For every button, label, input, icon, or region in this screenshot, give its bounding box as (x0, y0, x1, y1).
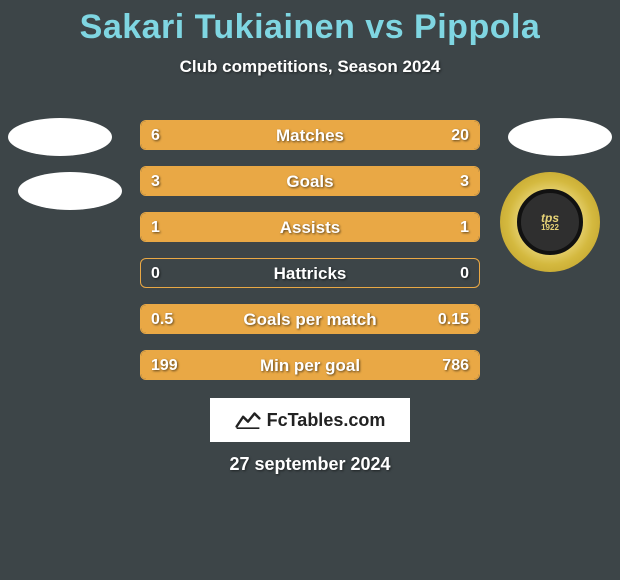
stat-value-right: 3 (460, 167, 469, 196)
stats-container: 6Matches20 3Goals3 1Assists1 0Hattricks0 0.5… (140, 120, 480, 396)
stat-row: 199Min per goal786 (140, 350, 480, 380)
footer-brand-text: FcTables.com (267, 410, 386, 431)
stat-label: Assists (141, 213, 479, 242)
stat-value-right: 1 (460, 213, 469, 242)
stat-row: 3Goals3 (140, 166, 480, 196)
stat-row: 1Assists1 (140, 212, 480, 242)
stat-row: 0Hattricks0 (140, 258, 480, 288)
stat-label: Goals per match (141, 305, 479, 334)
team-right-badge-inner: tps 1922 (517, 189, 583, 255)
stat-row: 0.5Goals per match0.15 (140, 304, 480, 334)
player-left-avatar-placeholder (8, 118, 112, 156)
chart-icon (235, 409, 261, 431)
stat-label: Min per goal (141, 351, 479, 380)
player-right-avatar-placeholder (508, 118, 612, 156)
stat-value-right: 20 (451, 121, 469, 150)
footer-brand-badge: FcTables.com (210, 398, 410, 442)
stat-label: Matches (141, 121, 479, 150)
stat-row: 6Matches20 (140, 120, 480, 150)
badge-text-bottom: 1922 (541, 224, 559, 232)
page-subtitle: Club competitions, Season 2024 (0, 57, 620, 77)
team-right-badge: tps 1922 (500, 172, 600, 272)
stat-value-right: 0 (460, 259, 469, 288)
stat-label: Goals (141, 167, 479, 196)
footer-date: 27 september 2024 (0, 454, 620, 475)
stat-label: Hattricks (141, 259, 479, 288)
team-left-avatar-placeholder (18, 172, 122, 210)
page-title: Sakari Tukiainen vs Pippola (0, 0, 620, 47)
stat-value-right: 786 (442, 351, 469, 380)
stat-value-right: 0.15 (438, 305, 469, 334)
